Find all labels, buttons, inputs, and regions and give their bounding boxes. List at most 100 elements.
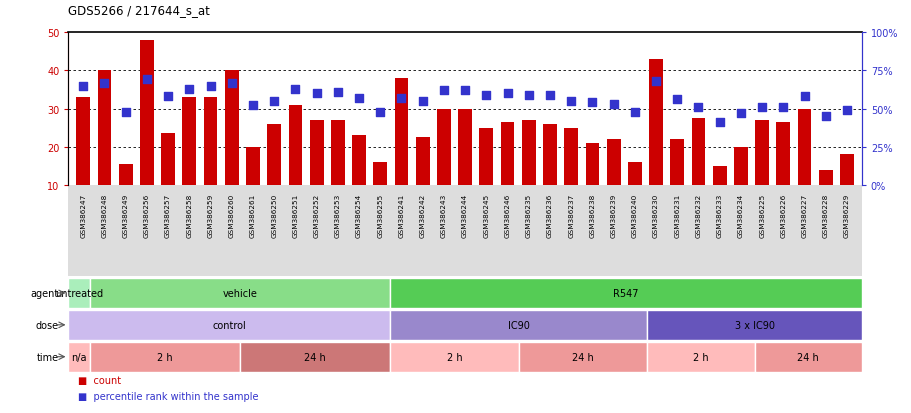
Point: [457, 88, 472, 94]
Bar: [68, 310, 390, 340]
Text: ■  percentile rank within the sample: ■ percentile rank within the sample: [77, 391, 258, 401]
Bar: [390, 278, 861, 308]
Bar: [670, 140, 683, 185]
Point: [754, 104, 769, 111]
Bar: [542, 124, 557, 185]
Point: [330, 89, 344, 96]
Text: 24 h: 24 h: [303, 352, 325, 362]
Point: [139, 77, 154, 83]
Bar: [479, 128, 493, 185]
Bar: [246, 147, 260, 185]
Text: control: control: [212, 320, 246, 330]
Point: [245, 103, 260, 109]
Bar: [436, 109, 450, 185]
Bar: [753, 342, 861, 372]
Text: 24 h: 24 h: [796, 352, 818, 362]
Point: [585, 100, 599, 107]
Text: untreated: untreated: [55, 288, 103, 298]
Bar: [90, 342, 240, 372]
Bar: [754, 121, 768, 185]
Bar: [182, 98, 196, 185]
Point: [97, 80, 112, 87]
Bar: [240, 342, 390, 372]
Point: [691, 104, 705, 111]
Text: R547: R547: [612, 288, 638, 298]
Bar: [839, 155, 853, 185]
Point: [817, 114, 832, 120]
Point: [267, 98, 281, 105]
Bar: [457, 109, 472, 185]
Point: [606, 101, 620, 108]
Bar: [647, 310, 861, 340]
Bar: [712, 166, 726, 185]
Text: 3 x IC90: 3 x IC90: [734, 320, 773, 330]
Point: [732, 111, 747, 117]
Point: [224, 80, 239, 87]
Text: ■  count: ■ count: [77, 375, 120, 385]
Text: 24 h: 24 h: [571, 352, 593, 362]
Point: [627, 109, 641, 116]
Bar: [203, 98, 217, 185]
Point: [775, 104, 790, 111]
Point: [182, 86, 197, 93]
Bar: [518, 342, 647, 372]
Bar: [733, 147, 747, 185]
Text: 2 h: 2 h: [157, 352, 172, 362]
Bar: [390, 342, 518, 372]
Bar: [352, 136, 365, 185]
Bar: [68, 342, 90, 372]
Bar: [647, 342, 753, 372]
Bar: [77, 98, 90, 185]
Point: [288, 86, 302, 93]
Point: [415, 98, 429, 105]
Bar: [500, 123, 514, 185]
Bar: [161, 134, 175, 185]
Point: [563, 98, 578, 105]
Bar: [691, 119, 704, 185]
Bar: [394, 79, 408, 185]
Point: [478, 92, 493, 99]
Bar: [415, 138, 429, 185]
Bar: [267, 124, 281, 185]
Text: 2 h: 2 h: [692, 352, 708, 362]
Text: IC90: IC90: [507, 320, 529, 330]
Bar: [373, 163, 387, 185]
Point: [542, 92, 557, 99]
Bar: [585, 144, 599, 185]
Point: [711, 120, 726, 126]
Text: 2 h: 2 h: [446, 352, 462, 362]
Bar: [97, 71, 111, 185]
Bar: [288, 105, 302, 185]
Text: agent: agent: [31, 288, 59, 298]
Point: [352, 95, 366, 102]
Point: [394, 95, 408, 102]
Text: dose: dose: [36, 320, 59, 330]
Point: [436, 88, 451, 94]
Bar: [331, 121, 344, 185]
Bar: [649, 60, 662, 185]
Bar: [310, 121, 323, 185]
Point: [796, 94, 811, 100]
Point: [521, 92, 536, 99]
Bar: [628, 163, 641, 185]
Bar: [90, 278, 390, 308]
Text: time: time: [36, 352, 59, 362]
Point: [203, 83, 218, 90]
Point: [670, 97, 684, 103]
Bar: [564, 128, 578, 185]
Bar: [606, 140, 619, 185]
Point: [309, 91, 323, 97]
Bar: [775, 123, 789, 185]
Text: GDS5266 / 217644_s_at: GDS5266 / 217644_s_at: [68, 4, 210, 17]
Point: [118, 109, 133, 116]
Bar: [225, 71, 239, 185]
Bar: [68, 278, 90, 308]
Point: [160, 94, 175, 100]
Bar: [521, 121, 535, 185]
Point: [648, 78, 662, 85]
Text: n/a: n/a: [71, 352, 87, 362]
Point: [500, 91, 515, 97]
Point: [373, 109, 387, 116]
Bar: [140, 40, 154, 185]
Text: vehicle: vehicle: [222, 288, 257, 298]
